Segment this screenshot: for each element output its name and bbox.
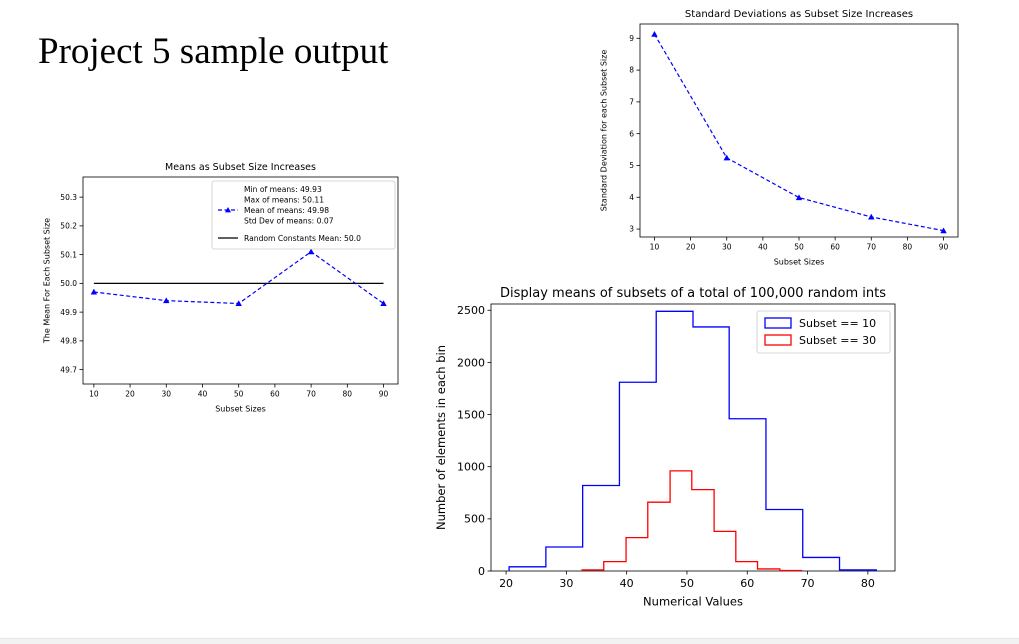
stds-x-tick-label: 40 (758, 243, 768, 252)
means-x-label: Subset Sizes (215, 405, 266, 414)
means-point (307, 248, 315, 255)
hist-x-tick-label: 50 (680, 577, 694, 590)
means-axes-frame (82, 176, 399, 385)
hist-legend-box (756, 310, 891, 354)
stds-y-tick-label: 3 (629, 225, 634, 234)
hist-title: Display means of subsets of a total of 1… (500, 286, 886, 301)
hist-series-subset10-outline (508, 310, 877, 571)
stds-point (723, 154, 730, 161)
stds-y-tick-label: 9 (629, 34, 634, 43)
means-legend-series-text: Max of means: 50.11 (244, 196, 324, 205)
means-title: Means as Subset Size Increases (165, 162, 316, 173)
means-point (90, 288, 98, 295)
means-x-tick-label: 80 (343, 390, 353, 399)
stds-y-label: Standard Deviation for each Subset Size (600, 50, 609, 212)
means-y-tick-label: 49.7 (60, 365, 77, 374)
means-legend-series-text: Mean of means: 49.98 (244, 206, 329, 215)
stds-y-tick-label: 7 (629, 98, 634, 107)
hist-y-tick-label: 0 (478, 565, 485, 578)
stds-point (868, 213, 875, 220)
means-x-tick-label: 30 (162, 390, 172, 399)
means-x-tick-label: 20 (125, 390, 135, 399)
stds-axes-frame (639, 23, 959, 238)
means-y-tick-label: 50.2 (60, 222, 77, 231)
means-legend-box (211, 180, 396, 250)
means-legend-series-text: Min of means: 49.93 (244, 185, 322, 194)
hist-x-tick-label: 30 (559, 577, 573, 590)
hist-y-label: Number of elements in each bin (434, 345, 448, 530)
hist-x-tick-label: 60 (740, 577, 754, 590)
footer-divider (0, 638, 1019, 644)
means-x-tick-label: 50 (234, 390, 244, 399)
hist-legend-label: Subset == 10 (799, 317, 876, 330)
hist-x-tick-label: 70 (801, 577, 815, 590)
stds-y-tick-label: 4 (629, 193, 634, 202)
means-y-tick-label: 49.8 (60, 337, 77, 346)
slide-title: Project 5 sample output (38, 31, 389, 72)
means-point (163, 297, 170, 304)
hist-x-tick-label: 20 (499, 577, 513, 590)
stds-series-line (653, 33, 944, 232)
stds-point (940, 227, 947, 234)
hist-y-tick-label: 2500 (457, 304, 485, 317)
means-legend-constant-text: Random Constants Mean: 50.0 (244, 234, 361, 243)
hist-series-subset30-outline (581, 470, 803, 572)
stds-point (651, 30, 658, 37)
stds-title: Standard Deviations as Subset Size Incre… (685, 9, 913, 20)
means-x-tick-label: 70 (306, 390, 316, 399)
means-y-tick-label: 49.9 (60, 308, 77, 317)
means-series-line (93, 251, 384, 305)
hist-x-tick-label: 40 (620, 577, 634, 590)
stds-x-tick-label: 60 (830, 243, 840, 252)
stds-y-tick-label: 6 (629, 129, 634, 138)
stds-x-tick-label: 50 (794, 243, 804, 252)
stds-x-tick-label: 90 (939, 243, 949, 252)
hist-y-tick-label: 2000 (457, 356, 485, 369)
stds-y-tick-label: 5 (629, 161, 634, 170)
hist-legend-swatch (764, 317, 792, 329)
hist-axes-frame (490, 303, 896, 572)
stds-point (795, 194, 803, 201)
hist-y-tick-label: 500 (464, 513, 485, 526)
stds-x-label: Subset Sizes (774, 258, 825, 267)
means-x-tick-label: 10 (89, 390, 99, 399)
means-legend-series-marker (225, 207, 231, 213)
means-point (380, 300, 387, 307)
hist-legend-label: Subset == 30 (799, 334, 876, 347)
hist-x-tick-label: 80 (861, 577, 875, 590)
stds-x-tick-label: 30 (722, 243, 732, 252)
means-y-label: The Mean For Each Subset Size (43, 218, 52, 344)
means-y-tick-label: 50.0 (60, 279, 77, 288)
means-y-tick-label: 50.1 (60, 250, 77, 259)
means-x-tick-label: 40 (198, 390, 208, 399)
hist-y-tick-label: 1000 (457, 461, 485, 474)
means-x-tick-label: 60 (270, 390, 280, 399)
hist-legend-swatch (764, 334, 792, 346)
means-legend-series-text: Std Dev of means: 0.07 (244, 217, 334, 226)
means-point (235, 300, 242, 307)
stds-x-tick-label: 20 (686, 243, 696, 252)
hist-y-tick-label: 1500 (457, 408, 485, 421)
stds-x-tick-label: 10 (650, 243, 660, 252)
hist-x-label: Numerical Values (643, 595, 743, 609)
stds-x-tick-label: 70 (866, 243, 876, 252)
stds-x-tick-label: 80 (903, 243, 913, 252)
means-x-tick-label: 90 (379, 390, 389, 399)
means-y-tick-label: 50.3 (60, 193, 77, 202)
stds-y-tick-label: 8 (629, 66, 634, 75)
